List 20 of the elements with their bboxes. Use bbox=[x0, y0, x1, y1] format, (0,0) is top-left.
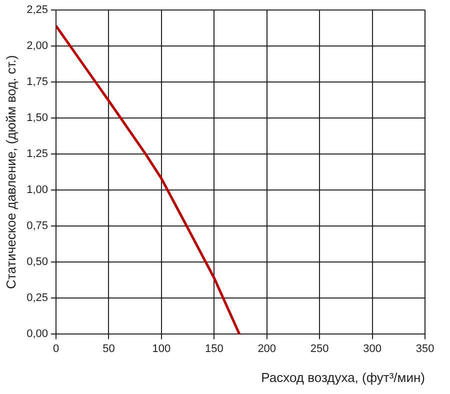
y-tick-label: 1,50 bbox=[26, 112, 48, 124]
x-tick-label: 0 bbox=[52, 342, 60, 355]
y-tick-label: 2,00 bbox=[26, 40, 48, 52]
x-tick-label: 300 bbox=[363, 342, 382, 355]
y-tick-label: 0,00 bbox=[26, 328, 48, 340]
y-axis-title: Статическое давление, (дюйм вод. ст.) bbox=[3, 55, 18, 290]
x-tick-label: 100 bbox=[152, 342, 171, 355]
y-tick-label: 1,75 bbox=[26, 76, 48, 88]
x-tick-label: 150 bbox=[204, 342, 224, 355]
y-tick-label: 1,25 bbox=[26, 148, 48, 160]
x-axis-title: Расход воздуха, (фут³/мин) bbox=[261, 370, 425, 385]
y-tick-label: 0,25 bbox=[26, 292, 48, 304]
y-tick-label: 0,50 bbox=[26, 256, 48, 268]
x-tick-label: 50 bbox=[102, 342, 115, 355]
x-tick-label: 250 bbox=[310, 342, 329, 355]
y-tick-label: 2,25 bbox=[26, 4, 48, 16]
x-tick-label: 350 bbox=[416, 342, 434, 355]
x-tick-label: 200 bbox=[258, 342, 276, 355]
y-tick-label: 1,00 bbox=[26, 184, 48, 196]
y-tick-label: 0,75 bbox=[26, 220, 48, 232]
